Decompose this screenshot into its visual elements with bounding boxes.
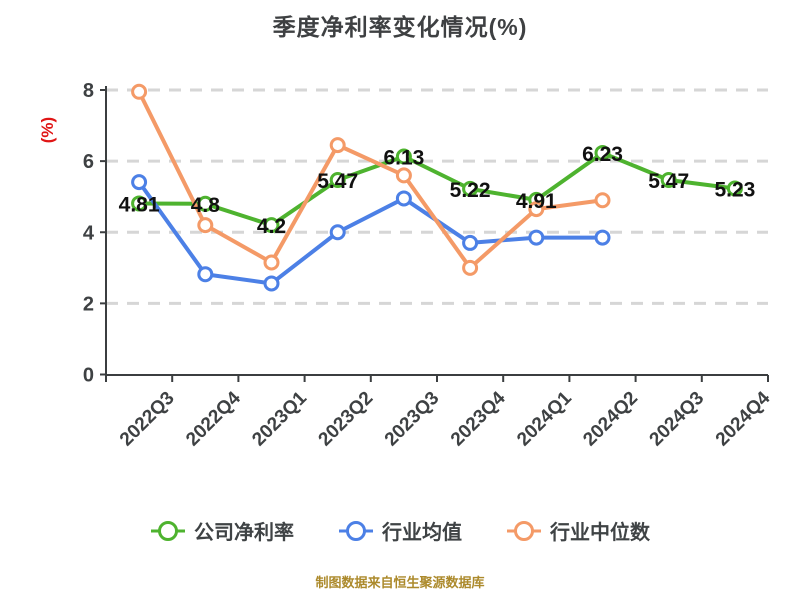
data-point-marker[interactable] xyxy=(131,174,148,191)
data-point-marker[interactable] xyxy=(329,224,346,241)
legend-item-industry-average[interactable]: 行业均值 xyxy=(338,516,462,545)
legend-item-industry-median[interactable]: 行业中位数 xyxy=(506,516,650,545)
x-tick-label: 2023Q1 xyxy=(248,387,311,450)
x-tick-label: 2024Q1 xyxy=(513,387,576,450)
data-point-label: 4.8 xyxy=(191,194,221,217)
data-point-marker[interactable] xyxy=(462,259,479,276)
legend-label-industry-average: 行业均值 xyxy=(382,522,462,544)
data-point-marker[interactable] xyxy=(131,83,148,100)
legend-label-industry-median: 行业中位数 xyxy=(550,522,650,544)
data-point-marker[interactable] xyxy=(197,217,214,234)
data-point-marker[interactable] xyxy=(263,217,280,234)
series-line-1 xyxy=(137,180,605,286)
x-tick-label: 2022Q4 xyxy=(182,387,245,450)
legend-marker-industry-average-icon xyxy=(339,520,373,541)
data-point-marker[interactable] xyxy=(131,195,148,212)
data-point-label: 4.81 xyxy=(119,193,160,216)
data-point-marker[interactable] xyxy=(329,137,346,154)
y-tick-label: 8 xyxy=(83,80,94,102)
data-source-note: 制图数据来自恒生聚源数据库 xyxy=(315,575,485,590)
data-point-label: 5.47 xyxy=(317,170,358,193)
y-tick-label: 4 xyxy=(83,222,95,244)
data-point-marker[interactable] xyxy=(594,229,611,246)
x-tick-label: 2023Q4 xyxy=(447,387,510,450)
x-tick-label: 2024Q2 xyxy=(579,388,642,451)
data-point-marker[interactable] xyxy=(462,234,479,251)
legend-item-company-net-margin[interactable]: 公司净利率 xyxy=(150,516,294,545)
data-point-marker[interactable] xyxy=(528,201,545,218)
y-tick-label: 2 xyxy=(83,293,94,315)
x-tick-label: 2023Q3 xyxy=(381,388,444,451)
data-point-marker[interactable] xyxy=(660,171,677,188)
data-point-label: 4.91 xyxy=(516,190,557,213)
data-point-label: 5.47 xyxy=(648,170,689,193)
data-point-marker[interactable] xyxy=(462,180,479,197)
data-point-label: 6.13 xyxy=(383,147,424,170)
data-point-label: 4.2 xyxy=(257,215,286,238)
legend-label-company-net-margin: 公司净利率 xyxy=(194,522,294,544)
data-point-marker[interactable] xyxy=(395,167,412,184)
x-tick-label: 2024Q3 xyxy=(646,388,709,451)
y-tick-label: 0 xyxy=(83,365,94,387)
x-tick-label: 2022Q3 xyxy=(116,388,179,451)
legend-marker-company-icon xyxy=(151,520,185,541)
data-point-marker[interactable] xyxy=(726,180,743,197)
series-line-2 xyxy=(137,89,605,270)
legend-marker-industry-median-icon xyxy=(507,520,541,541)
x-tick-label: 2024Q4 xyxy=(712,387,775,450)
plot-area: 0 2 4 6 8 2022Q3 2022Q4 2023Q1 2023Q2 2023Q3 2023Q… xyxy=(83,80,775,451)
data-point-label: 6.23 xyxy=(582,143,623,166)
y-tick-label: 6 xyxy=(83,151,94,173)
data-point-marker[interactable] xyxy=(263,275,280,292)
data-point-marker[interactable] xyxy=(395,190,412,207)
data-point-marker[interactable] xyxy=(594,144,611,161)
data-point-label: 5.23 xyxy=(714,179,755,202)
data-point-marker[interactable] xyxy=(263,254,280,271)
data-point-marker[interactable] xyxy=(594,192,611,209)
data-point-marker[interactable] xyxy=(329,171,346,188)
chart-title: 季度净利率变化情况(%) xyxy=(272,14,528,40)
legend: 公司净利率 行业均值 行业中位数 xyxy=(0,516,800,545)
series-line-0 xyxy=(137,150,737,228)
data-point-label: 5.22 xyxy=(450,179,491,202)
data-point-marker[interactable] xyxy=(197,266,214,283)
data-point-marker[interactable] xyxy=(197,195,214,212)
data-point-marker[interactable] xyxy=(528,229,545,246)
data-point-marker[interactable] xyxy=(395,148,412,165)
x-tick-label: 2023Q2 xyxy=(315,388,378,451)
